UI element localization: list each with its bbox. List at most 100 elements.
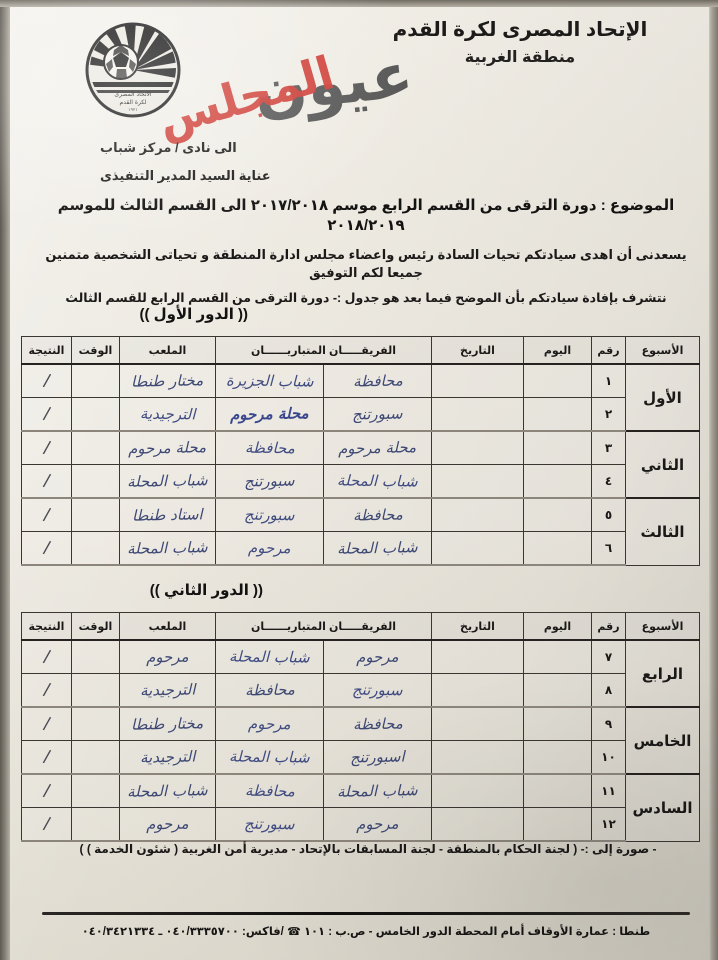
team-b: سبورتنج — [214, 497, 325, 532]
venue-text: شباب المحلة — [126, 470, 208, 491]
cc-distribution-line: - صورة إلى :- ( لجنة الحكام بالمنطقة - ل… — [79, 842, 657, 856]
venue-text: محلة مرحوم — [128, 437, 207, 458]
addressee-to-line: الى نادى / مركز شباب — [100, 140, 237, 155]
team-b-text: سبورتنج — [244, 814, 295, 833]
team-b-text: سبورتنج — [244, 470, 295, 491]
footer-fax-label: /فاكس: — [242, 926, 284, 938]
table-row: ٨ سبورتنج محافظة الترجيدية / — [20, 673, 699, 708]
match-result: / — [20, 706, 72, 741]
team-b: مرحوم — [214, 706, 325, 741]
match-number: ١ — [591, 363, 626, 398]
week-label: السادس — [625, 773, 700, 842]
week-label: الثالث — [625, 497, 700, 566]
match-day — [523, 639, 592, 674]
match-venue: مختار طنطا — [118, 363, 216, 398]
match-date — [431, 497, 524, 532]
venue-text: مرحوم — [145, 814, 189, 833]
match-result: / — [20, 363, 72, 398]
match-number: ٧ — [591, 639, 626, 674]
match-result: / — [20, 397, 72, 432]
footer-address: طنطا : عمارة الأوقاف أمام المحطة الدور ا… — [303, 926, 651, 938]
table-row: ٦ شباب المحلة مرحوم شباب المحلة / — [20, 531, 699, 566]
match-venue: مرحوم — [118, 639, 216, 674]
column-header-venue: الملعب — [118, 336, 216, 365]
subject-line: الموضوع : دورة الترقى من القسم الرابع مو… — [57, 197, 675, 235]
team-a: شباب المحلة — [323, 531, 432, 566]
result-mark: / — [41, 437, 52, 459]
match-date — [431, 464, 524, 499]
result-mark: / — [41, 746, 52, 768]
team-b: محلة مرحوم — [214, 397, 325, 432]
team-b: شباب المحلة — [214, 740, 325, 775]
venue-text: الترجيدية — [139, 679, 196, 700]
venue-text: مختار طنطا — [131, 713, 204, 734]
venue-text: مرحوم — [145, 647, 189, 666]
match-date — [431, 773, 524, 808]
week-label: الثاني — [625, 430, 700, 499]
schedule-table-round-one: الأسبوع رقم اليوم التاريخ الفريقـــــان … — [20, 336, 700, 566]
org-title: الإتحاد المصرى لكرة القدم — [392, 19, 648, 41]
team-b: محافظة — [214, 430, 325, 465]
match-date — [431, 363, 524, 398]
match-time — [70, 497, 120, 532]
venue-text: الترجيدية — [139, 404, 196, 423]
match-number: ٩ — [591, 706, 626, 741]
team-a: سبورتنج — [323, 397, 432, 432]
team-a-text: شباب المحلة — [337, 470, 418, 491]
team-a: اسبورتنج — [323, 740, 432, 775]
team-a: مرحوم — [323, 807, 432, 842]
team-a-text: محافظة — [352, 504, 403, 525]
result-mark: / — [41, 403, 52, 425]
match-number: ٣ — [591, 430, 626, 465]
team-b-text: مرحوم — [248, 538, 291, 557]
match-time — [70, 673, 120, 708]
column-header-number: رقم — [591, 612, 626, 641]
svg-text:لكرة القدم: لكرة القدم — [120, 99, 147, 106]
match-result: / — [20, 673, 72, 708]
week-label: الخامس — [625, 706, 700, 775]
column-header-time: الوقت — [70, 612, 120, 641]
match-date — [431, 430, 524, 465]
match-venue: الترجيدية — [118, 673, 216, 708]
column-header-number: رقم — [591, 336, 626, 365]
table-row: السادس ١١ شباب المحلة محافظة شباب المحلة… — [20, 773, 700, 842]
match-number: ٨ — [591, 673, 626, 708]
team-b-text: شباب المحلة — [229, 746, 310, 767]
column-header-time: الوقت — [70, 336, 120, 365]
svg-text:الاتحاد المصرى: الاتحاد المصرى — [114, 91, 152, 98]
match-day — [523, 531, 592, 566]
team-a-text: مرحوم — [356, 647, 399, 666]
efa-football-logo-icon: الاتحاد المصرى لكرة القدم ١٩٢١ — [84, 22, 182, 118]
match-number: ١١ — [591, 773, 626, 808]
team-b-text: شباب المحلة — [229, 646, 310, 667]
match-venue: الترجيدية — [118, 740, 216, 775]
match-result: / — [20, 464, 72, 499]
match-result: / — [20, 639, 72, 674]
team-a-text: محلة مرحوم — [338, 437, 417, 458]
match-date — [431, 639, 524, 674]
match-date — [431, 740, 524, 775]
team-b-text: محافظة — [244, 679, 295, 700]
table-row: ١٢ مرحوم سبورتنج مرحوم / — [20, 807, 699, 842]
org-subtitle: منطقة الغربية — [464, 49, 576, 66]
column-header-date: التاريخ — [431, 612, 524, 641]
team-b: شباب المحلة — [214, 639, 325, 674]
column-header-teams: الفريقـــــان المتباريــــــان — [214, 336, 433, 365]
table-row: ٢ سبورتنج محلة مرحوم الترجيدية / — [20, 397, 699, 432]
result-mark: / — [41, 713, 52, 735]
match-venue: شباب المحلة — [118, 773, 216, 808]
match-venue: مختار طنطا — [118, 706, 216, 741]
result-mark: / — [41, 470, 52, 492]
match-time — [70, 430, 120, 465]
team-b: سبورتنج — [214, 464, 325, 499]
match-number: ٦ — [591, 531, 626, 566]
match-day — [523, 464, 592, 499]
team-a: شباب المحلة — [323, 773, 432, 808]
team-b: محافظة — [214, 673, 325, 708]
match-day — [523, 773, 592, 808]
match-day — [523, 740, 592, 775]
team-b: محافظة — [214, 773, 325, 808]
result-mark: / — [41, 537, 52, 559]
match-day — [523, 807, 592, 842]
